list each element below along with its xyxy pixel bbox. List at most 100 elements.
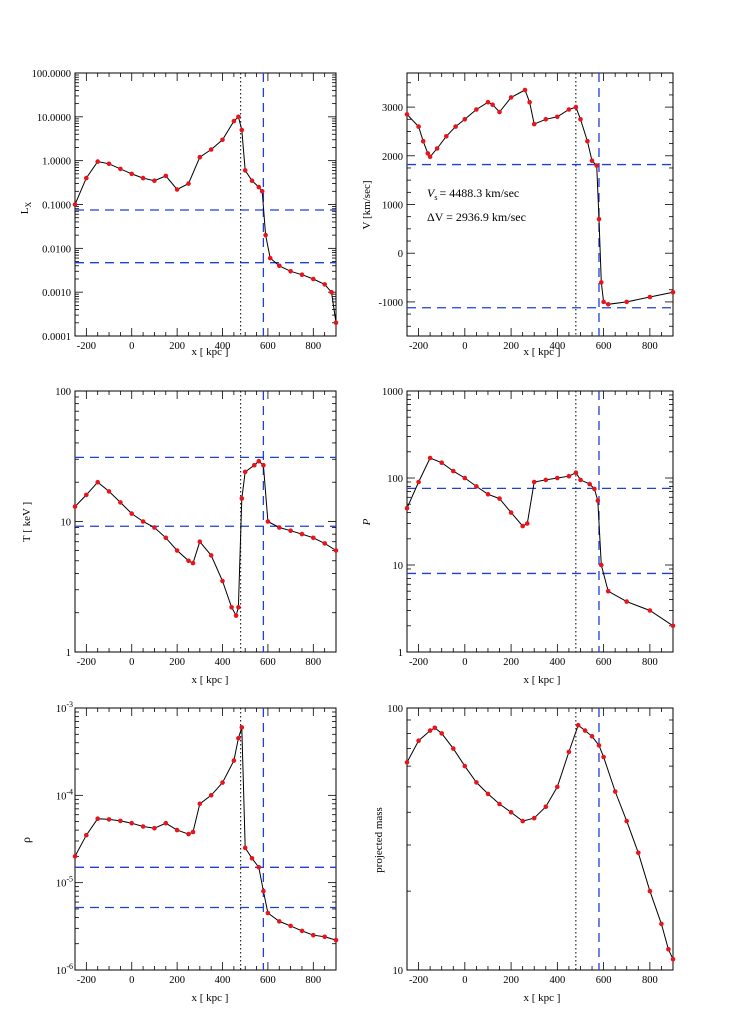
data-point [242,168,248,173]
data-point [543,477,549,483]
data-point [239,725,245,730]
data-point [261,462,266,468]
data-point [531,479,537,485]
data-point [186,831,191,837]
data-point [416,738,421,743]
y-tick-label: 10 [393,966,404,977]
data-point [508,810,514,815]
data-point [416,479,421,485]
data-point [95,159,100,164]
x-tick-label: 800 [305,657,321,668]
x-tick-label: 200 [503,975,519,986]
data-point [277,525,282,530]
ylabel-lx: LX [19,202,33,215]
data-point [236,114,241,120]
data-point [220,578,225,584]
xlabel-t: x [ kpc ] [192,674,229,686]
series-line [74,115,337,323]
data-point [543,804,549,809]
y-tick-label: -1000 [379,298,404,309]
xlabel-mass: x [ kpc ] [524,992,561,1004]
plot-frame [74,707,337,971]
x-tick-label: 400 [549,657,565,668]
data-point [605,588,611,594]
data-point [152,178,157,183]
data-point [163,173,169,179]
data-point [462,475,468,481]
data-point [163,535,169,541]
data-point [425,151,431,156]
data-point [485,791,491,797]
data-point [497,801,502,807]
data-point [208,147,214,152]
data-point [129,511,134,516]
series-line [406,724,674,960]
plot-frame [406,390,674,653]
data-point [453,124,458,129]
data-point [596,216,602,222]
y-tick-label: 0.0001 [42,332,71,343]
data-point [231,758,237,763]
data-point [596,743,602,748]
ylabel-t: T [ keV ] [21,502,33,542]
y-tick-label: 10-6 [56,962,73,977]
x-tick-label: 0 [129,657,134,668]
data-point [239,496,245,501]
data-point [152,825,157,831]
data-point [197,154,203,160]
data-point [129,820,134,826]
x-tick-label: 200 [169,975,185,986]
data-point [174,187,180,192]
data-point [152,525,157,530]
x-tick-label: 800 [642,975,658,986]
y-tick-label: 0.1000 [42,201,71,212]
y-tick-label: 10 [61,518,72,529]
y-tick-label: 2000 [382,152,403,163]
data-point [208,793,214,798]
data-point [277,263,282,269]
x-tick-label: 0 [462,341,467,352]
series-line [74,460,337,617]
ylabel-v: V [km/sec] [361,181,373,230]
x-tick-label: -200 [77,341,96,352]
data-point [543,117,549,122]
data-point [84,492,89,498]
data-point [311,535,316,541]
x-tick-label: 800 [305,975,321,986]
plot-frame [406,72,674,337]
x-tick-label: -200 [77,975,96,986]
panel-v: V [km/sec] x [ kpc ] Vs = 4488.3 km/sec Δ… [361,72,676,358]
x-tick-label: -200 [409,657,428,668]
data-point [587,481,592,487]
data-point [72,854,78,859]
data-point [233,613,239,618]
x-tick-label: 0 [129,341,134,352]
data-point [236,605,241,610]
x-tick-label: 200 [169,341,185,352]
data-point [462,117,468,122]
data-point [261,888,266,894]
data-point [594,163,599,168]
data-point [256,458,262,464]
data-point [174,548,180,553]
data-point [659,921,664,927]
data-point [520,818,525,824]
annotation-dv: ΔV = 2936.9 km/sec [427,210,526,224]
data-point [595,498,601,503]
panel-lx: LX x [ kpc ] -200 0 200 400 600 800 0.0001 0.00… [19,69,339,358]
data-point [582,728,588,733]
data-point [420,138,426,144]
data-point [220,137,225,143]
data-point [575,722,581,728]
data-point [299,272,305,278]
xlabel-p: x [ kpc ] [524,674,561,686]
x-tick-label: 600 [596,975,612,986]
data-point [451,746,456,751]
data-point [140,175,146,181]
x-tick-label: 600 [596,341,612,352]
x-tick-label: 800 [305,341,321,352]
data-point [444,134,449,139]
y-tick-label: 1 [66,648,71,659]
data-point [592,486,597,492]
data-point [129,171,134,177]
